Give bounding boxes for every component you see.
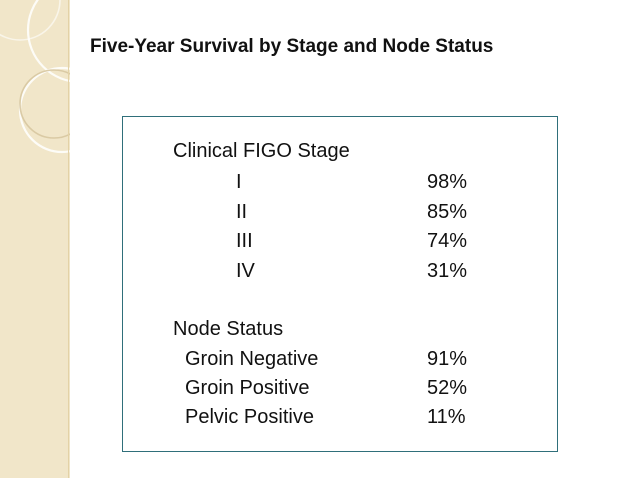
stage-survival-value: 31%: [427, 260, 468, 282]
figo-stage-heading: Clinical FIGO Stage: [173, 140, 350, 162]
node-survival-value: 11%: [427, 406, 466, 428]
sidebar-divider: [68, 0, 69, 478]
stage-label: III: [236, 230, 253, 252]
stage-survival-value: 98%: [427, 171, 468, 193]
stage-survival-value: 85%: [427, 201, 468, 223]
node-status-label: Groin Negative: [185, 348, 319, 370]
slide-title: Five-Year Survival by Stage and Node Sta…: [90, 36, 494, 57]
decorative-sidebar: [0, 0, 70, 478]
stage-label: II: [236, 201, 248, 223]
node-status-label: Groin Positive: [185, 377, 310, 399]
stage-label: IV: [236, 260, 255, 282]
circle-ornament-icon: [0, 0, 70, 154]
stage-survival-value: 74%: [427, 230, 468, 252]
node-survival-value: 52%: [427, 377, 468, 399]
node-status-label: Pelvic Positive: [185, 406, 314, 428]
stage-label: I: [236, 171, 242, 193]
node-status-heading: Node Status: [173, 318, 284, 340]
node-survival-value: 91%: [427, 348, 468, 370]
survival-table-frame: [122, 116, 558, 452]
